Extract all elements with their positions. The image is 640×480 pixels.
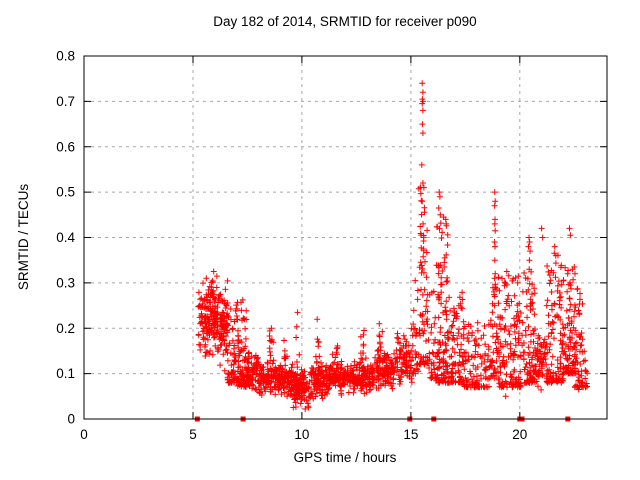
- y-tick-label: 0.7: [56, 94, 75, 109]
- x-tick-label: 0: [80, 427, 88, 442]
- tick-labels: 0 5 10 15 20 0 0.1 0.2 0.3 0.4 0.5 0.6 0.7 0.8: [56, 49, 527, 443]
- x-tick-label: 10: [294, 427, 309, 442]
- x-tick-label: 15: [403, 427, 418, 442]
- y-tick-label: 0.1: [56, 366, 75, 381]
- data-points: [195, 80, 591, 412]
- y-tick-label: 0: [67, 412, 75, 427]
- x-tick-label: 5: [189, 427, 197, 442]
- x-tick-label: 20: [512, 427, 527, 442]
- chart-title: Day 182 of 2014, SRMTID for receiver p09…: [213, 14, 476, 29]
- y-tick-label: 0.3: [56, 275, 75, 290]
- y-axis-label: SRMTID / TECUs: [16, 184, 31, 291]
- y-tick-label: 0.8: [56, 49, 75, 64]
- axes-and-ticks: [83, 55, 608, 420]
- y-tick-label: 0.4: [56, 230, 75, 245]
- y-tick-label: 0.5: [56, 185, 75, 200]
- y-tick-label: 0.6: [56, 139, 75, 154]
- x-axis-label: GPS time / hours: [294, 450, 397, 465]
- y-tick-label: 0.2: [56, 321, 75, 336]
